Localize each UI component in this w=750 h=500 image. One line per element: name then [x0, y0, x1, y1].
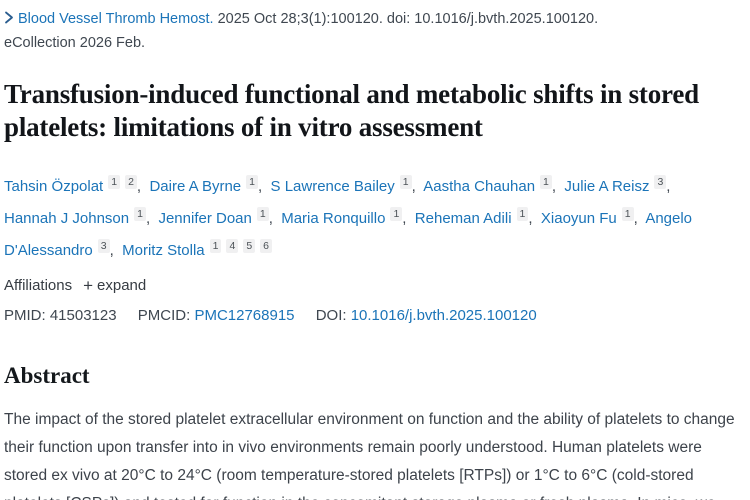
author-link[interactable]: Jennifer Doan: [158, 210, 252, 227]
affiliation-superscript[interactable]: 1: [108, 175, 121, 189]
author-link[interactable]: Reheman Adili: [414, 210, 512, 227]
affiliation-superscript[interactable]: 1: [256, 207, 269, 221]
journal-toggle-chevron[interactable]: [4, 9, 18, 32]
author: Moritz Stolla 1 4 5 6: [122, 239, 273, 259]
author-list: Tahsin Özpolat 1 2, Daire A Byrne 1, S Lawr…: [4, 171, 724, 267]
author: Angelo D'Alessandro 3,: [4, 210, 692, 259]
abstract-text: The impact of the stored platelet extrac…: [4, 411, 735, 500]
author-link[interactable]: Maria Ronquillo: [281, 210, 386, 227]
author: Julie A Reisz 3,: [564, 175, 675, 195]
pmcid-label: PMCID:: [137, 307, 191, 324]
pmid-value: 41503123: [49, 307, 117, 324]
citation-details: 2025 Oct 28;3(1):100120. doi: 10.1016/j.…: [217, 11, 599, 27]
author-separator: ,: [258, 178, 267, 195]
doi-label: DOI:: [315, 307, 347, 324]
pmcid-group: PMCID: PMC12768915: [138, 307, 295, 324]
affiliation-superscript[interactable]: 1: [621, 207, 634, 221]
author-link[interactable]: Moritz Stolla: [122, 242, 205, 259]
author-link[interactable]: Angelo D'Alessandro: [4, 210, 693, 259]
pmid-label: PMID:: [4, 307, 46, 324]
affiliation-superscript[interactable]: 2: [125, 175, 137, 189]
author: Hannah J Johnson 1,: [4, 207, 155, 227]
affiliation-superscript[interactable]: 3: [654, 175, 667, 189]
author-separator: ,: [268, 210, 278, 227]
author-link[interactable]: Hannah J Johnson: [4, 210, 130, 227]
affiliations-row: Affiliations + expand: [4, 276, 744, 296]
author-separator: ,: [411, 178, 420, 195]
author: Tahsin Özpolat 1 2,: [4, 175, 146, 195]
author-separator: ,: [551, 178, 561, 195]
author: Jennifer Doan 1,: [158, 207, 278, 227]
pmid-group: PMID: 41503123: [4, 307, 117, 324]
doi-link[interactable]: 10.1016/j.bvth.2025.100120: [350, 307, 537, 324]
affiliation-superscript[interactable]: 1: [246, 175, 258, 189]
author-link[interactable]: Aastha Chauhan: [423, 178, 536, 195]
plus-icon: +: [83, 276, 94, 295]
journal-link[interactable]: Blood Vessel Thromb Hemost.: [18, 11, 214, 27]
author: Reheman Adili 1,: [414, 207, 537, 227]
author-separator: ,: [402, 210, 411, 227]
article-title: Transfusion-induced functional and metab…: [4, 79, 699, 142]
expand-label: expand: [97, 277, 147, 294]
affiliation-superscript[interactable]: 6: [260, 239, 273, 253]
author-separator: ,: [145, 210, 155, 227]
author: S Lawrence Bailey 1,: [270, 175, 420, 195]
expand-affiliations-button[interactable]: + expand: [83, 276, 146, 296]
author: Xiaoyun Fu 1,: [540, 207, 642, 227]
author-link[interactable]: Tahsin Özpolat: [4, 178, 104, 195]
author-link[interactable]: Daire A Byrne: [149, 178, 242, 195]
affiliation-superscript[interactable]: 5: [243, 239, 256, 253]
citation-row: Blood Vessel Thromb Hemost. 2025 Oct 28;…: [4, 8, 744, 55]
author-separator: ,: [666, 178, 675, 195]
affiliation-superscript[interactable]: 1: [209, 239, 222, 253]
author: Maria Ronquillo 1,: [281, 207, 411, 227]
chevron-right-icon: [5, 11, 13, 24]
author-separator: ,: [528, 210, 537, 227]
abstract-heading: Abstract: [4, 363, 90, 388]
author-link[interactable]: Julie A Reisz: [564, 178, 650, 195]
author-separator: ,: [633, 210, 642, 227]
affiliation-superscript[interactable]: 1: [399, 175, 412, 189]
affiliation-superscript[interactable]: 3: [97, 239, 110, 253]
doi-group: DOI: 10.1016/j.bvth.2025.100120: [316, 307, 537, 324]
author-link[interactable]: Xiaoyun Fu: [540, 210, 617, 227]
affiliation-superscript[interactable]: 1: [540, 175, 552, 189]
author-separator: ,: [109, 242, 118, 259]
pmcid-link[interactable]: PMC12768915: [194, 307, 295, 324]
affiliation-superscript[interactable]: 1: [516, 207, 529, 221]
identifiers-row: PMID: 41503123 PMCID: PMC12768915 DOI: 1…: [4, 307, 744, 324]
author-separator: ,: [136, 178, 146, 195]
author: Daire A Byrne 1,: [149, 175, 267, 195]
affiliation-superscript[interactable]: 4: [226, 239, 239, 253]
author-link[interactable]: S Lawrence Bailey: [270, 178, 395, 195]
affiliations-label: Affiliations: [4, 277, 73, 294]
affiliation-superscript[interactable]: 1: [134, 207, 146, 221]
citation-ecollection: eCollection 2026 Feb.: [4, 35, 146, 51]
affiliation-superscript[interactable]: 1: [390, 207, 403, 221]
author: Aastha Chauhan 1,: [423, 175, 561, 195]
